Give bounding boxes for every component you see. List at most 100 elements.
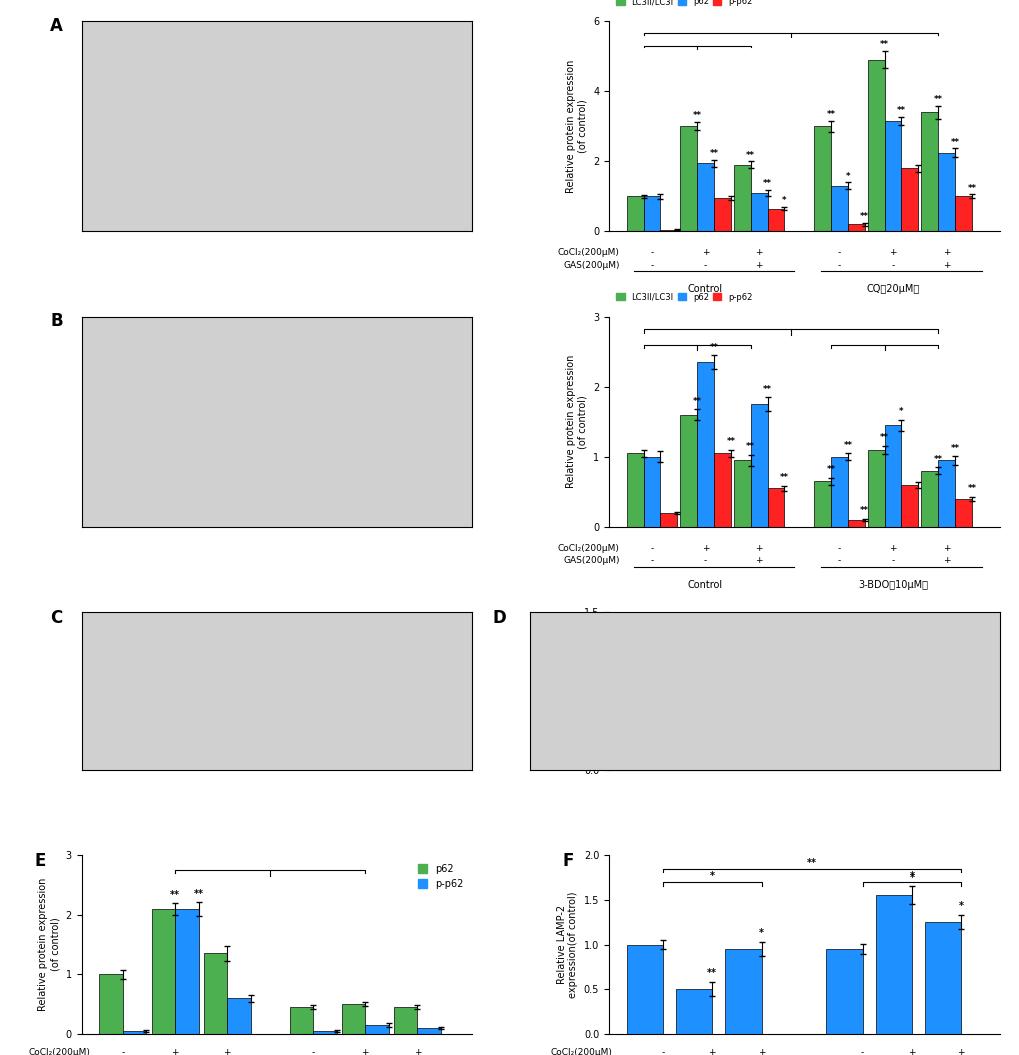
- Text: +: +: [701, 543, 708, 553]
- Bar: [954, 196, 971, 231]
- Bar: [152, 908, 175, 1034]
- Bar: [874, 896, 911, 1034]
- Legend: Untransfected, Non-specific siRNA, p62 siRNA(624), p62 siRNA(1313), p62 siRNA(10: Untransfected, Non-specific siRNA, p62 s…: [903, 616, 995, 683]
- Text: +: +: [701, 248, 708, 257]
- Bar: [867, 449, 883, 528]
- Text: *: *: [909, 872, 913, 883]
- Y-axis label: Relative protein expression
(of control): Relative protein expression (of control): [556, 625, 578, 757]
- Text: CoCl₂(200μM): CoCl₂(200μM): [29, 1049, 90, 1055]
- Bar: [750, 193, 766, 231]
- Text: **: **: [872, 748, 882, 759]
- Text: -: -: [860, 1049, 863, 1055]
- Bar: [725, 950, 761, 1034]
- Text: *: *: [709, 871, 714, 881]
- Text: **: **: [947, 749, 957, 760]
- Text: **: **: [932, 455, 942, 464]
- Text: -: -: [650, 543, 653, 553]
- Text: E: E: [35, 851, 46, 869]
- Bar: [813, 481, 830, 528]
- Bar: [830, 457, 847, 528]
- Text: **: **: [726, 438, 735, 446]
- Text: **: **: [825, 111, 835, 119]
- Text: **: **: [799, 726, 808, 736]
- Text: *: *: [899, 407, 903, 416]
- Text: **: **: [825, 465, 835, 475]
- Text: +: +: [942, 543, 950, 553]
- Bar: [937, 460, 954, 528]
- Text: -: -: [837, 556, 841, 565]
- Bar: [901, 169, 917, 231]
- Y-axis label: Relative LAMP-2
expression(of control): Relative LAMP-2 expression(of control): [556, 891, 578, 998]
- Bar: [825, 950, 862, 1034]
- Text: -: -: [891, 556, 894, 565]
- Bar: [766, 209, 784, 231]
- Text: Control: Control: [687, 579, 722, 590]
- Text: GAS(200μM): GAS(200μM): [562, 556, 620, 565]
- Text: +: +: [414, 1049, 421, 1055]
- Text: -: -: [837, 543, 841, 553]
- Text: +: +: [755, 261, 762, 270]
- Text: +: +: [907, 1049, 915, 1055]
- Text: **: **: [806, 858, 816, 867]
- Text: +: +: [755, 543, 762, 553]
- Text: -: -: [837, 261, 841, 270]
- Bar: [923, 765, 981, 770]
- Text: 3-BDO（10μM）: 3-BDO（10μM）: [857, 579, 927, 590]
- Text: **: **: [966, 484, 975, 494]
- Bar: [659, 230, 677, 231]
- Bar: [289, 1008, 313, 1034]
- Text: C: C: [50, 609, 62, 627]
- Bar: [901, 485, 917, 528]
- Text: **: **: [706, 968, 716, 978]
- Text: **: **: [194, 888, 204, 899]
- Bar: [847, 225, 864, 231]
- Text: -: -: [650, 556, 653, 565]
- Text: +: +: [942, 248, 950, 257]
- Bar: [920, 471, 937, 528]
- Bar: [680, 415, 696, 528]
- Bar: [680, 127, 696, 231]
- Text: CoCl₂(200μM): CoCl₂(200μM): [557, 248, 620, 257]
- Bar: [883, 121, 901, 231]
- Text: +: +: [755, 248, 762, 257]
- Text: -: -: [891, 261, 894, 270]
- Bar: [883, 425, 901, 528]
- Bar: [733, 460, 750, 528]
- Text: **: **: [762, 179, 771, 189]
- Bar: [830, 186, 847, 231]
- Text: -: -: [650, 248, 653, 257]
- Text: +: +: [223, 1049, 230, 1055]
- Text: **: **: [950, 444, 959, 453]
- Bar: [774, 744, 833, 770]
- Bar: [626, 196, 643, 231]
- Bar: [696, 164, 713, 231]
- Bar: [417, 1028, 440, 1034]
- Text: *: *: [958, 901, 963, 912]
- Bar: [659, 513, 677, 528]
- Bar: [920, 112, 937, 231]
- Text: -: -: [703, 556, 706, 565]
- Text: +: +: [757, 1049, 764, 1055]
- Y-axis label: Relative protein expression
(of control): Relative protein expression (of control): [566, 59, 587, 193]
- Text: **: **: [692, 112, 701, 120]
- Bar: [175, 908, 199, 1034]
- Bar: [849, 765, 907, 770]
- Text: +: +: [171, 1049, 178, 1055]
- Text: **: **: [966, 184, 975, 192]
- Y-axis label: Relative protein expression
(of control): Relative protein expression (of control): [39, 878, 60, 1011]
- Text: **: **: [746, 442, 754, 452]
- Legend: p62, p-p62: p62, p-p62: [414, 860, 467, 893]
- Bar: [643, 196, 659, 231]
- Bar: [954, 499, 971, 528]
- Text: -: -: [837, 248, 841, 257]
- Text: GAS(200μM): GAS(200μM): [562, 261, 620, 270]
- Text: **: **: [709, 343, 717, 351]
- Bar: [713, 454, 730, 528]
- Y-axis label: Relative protein expression
(of control): Relative protein expression (of control): [566, 356, 587, 488]
- Text: CoCl₂(200μM): CoCl₂(200μM): [550, 1049, 611, 1055]
- Bar: [733, 165, 750, 231]
- Text: CoCl₂(200μM): CoCl₂(200μM): [557, 543, 620, 553]
- Text: -: -: [650, 261, 653, 270]
- Text: **: **: [950, 137, 959, 147]
- Text: -: -: [311, 1049, 315, 1055]
